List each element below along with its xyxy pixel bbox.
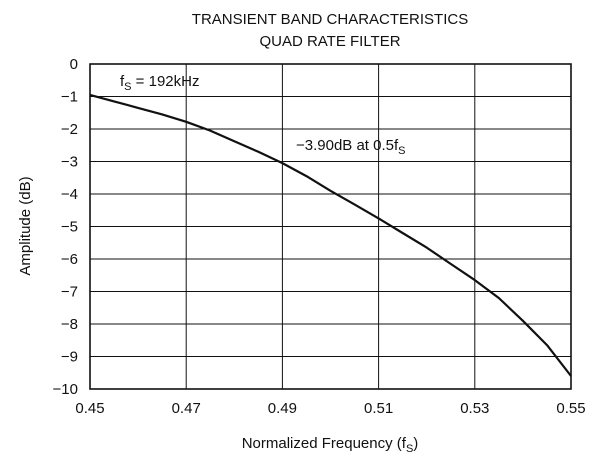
- chart-subtitle: QUAD RATE FILTER: [259, 33, 400, 50]
- annotation-sample-rate: fS = 192kHz: [120, 73, 199, 93]
- annotation-attenuation: −3.90dB at 0.5fS: [296, 137, 406, 157]
- y-tick-label: −3: [61, 154, 78, 171]
- y-tick-label: −9: [61, 349, 78, 366]
- y-tick-label: −8: [61, 316, 78, 333]
- x-axis-label: Normalized Frequency (fS): [242, 435, 419, 455]
- y-tick-label: −10: [53, 381, 78, 398]
- plot-frame: [89, 63, 572, 390]
- grid: [90, 64, 571, 389]
- x-tick-label: 0.47: [172, 400, 201, 417]
- x-tick-label: 0.55: [556, 400, 585, 417]
- x-tick-label: 0.49: [268, 400, 297, 417]
- tick-labels: 0.45 0.47 0.49 0.51 0.53 0.55 0 −1 −2 −3 −4 −5 −6 −7 −…: [53, 56, 586, 417]
- y-tick-label: −7: [61, 284, 78, 301]
- y-tick-label: −1: [61, 89, 78, 106]
- series-line-0: [89, 93, 572, 377]
- series: [89, 93, 572, 377]
- x-tick-label: 0.45: [75, 400, 104, 417]
- x-tick-label: 0.53: [460, 400, 489, 417]
- y-tick-label: −6: [61, 251, 78, 268]
- chart-title: TRANSIENT BAND CHARACTERISTICS: [192, 11, 468, 28]
- y-tick-label: 0: [70, 56, 78, 73]
- x-tick-label: 0.51: [364, 400, 393, 417]
- y-tick-label: −2: [61, 121, 78, 138]
- y-tick-label: −5: [61, 219, 78, 236]
- y-tick-label: −4: [61, 186, 78, 203]
- y-axis-label: Amplitude (dB): [17, 176, 34, 275]
